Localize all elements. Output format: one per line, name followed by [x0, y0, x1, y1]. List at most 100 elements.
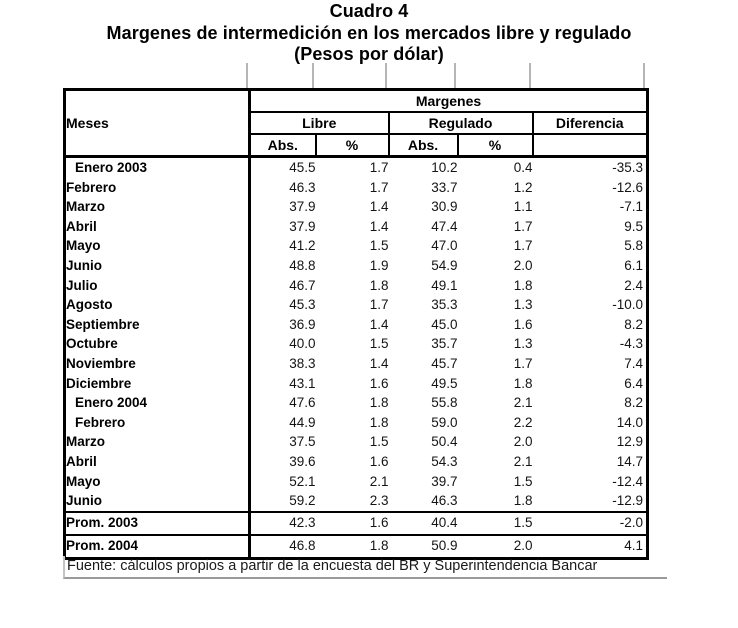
month-cell: Mayo — [64, 471, 251, 492]
libre-pct-cell: 1.6 — [369, 453, 389, 469]
table-header: Meses Margenes Libre Regulado Diferencia… — [64, 89, 648, 158]
libre-abs-cell: 41.2 — [289, 238, 316, 254]
month-cell: Julio — [64, 275, 251, 296]
diferencia-cell: 5.8 — [624, 238, 643, 254]
empty-header-cell — [532, 134, 648, 158]
table-row: Abril 37.9 1.4 47.4 1.7 9.5 — [64, 216, 648, 237]
regulado-abs-cell: 47.4 — [431, 218, 458, 234]
libre-pct-cell: 1.4 — [369, 355, 389, 371]
regulado-pct-cell: 1.2 — [513, 179, 533, 195]
diferencia-cell: 2.4 — [624, 277, 643, 293]
diferencia-cell: -12.9 — [612, 493, 643, 509]
table-row: Enero 2003 45.5 1.7 10.2 0.4 -35.3 — [64, 156, 648, 178]
month-cell: Febrero — [64, 412, 251, 433]
libre-pct-cell: 1.5 — [369, 238, 389, 254]
libre-pct-cell: 1.8 — [369, 414, 389, 430]
diferencia-cell: -12.6 — [612, 179, 643, 195]
diferencia-cell: 6.1 — [624, 258, 643, 274]
libre-pct-cell: 2.3 — [369, 493, 389, 509]
regulado-pct-cell: 2.1 — [513, 395, 533, 411]
diferencia-cell: -2.0 — [532, 510, 648, 535]
column-header-diferencia: Diferencia — [532, 112, 648, 135]
table-row: Junio 59.2 2.3 46.3 1.8 -12.9 — [64, 491, 648, 512]
diferencia-cell: -12.4 — [612, 473, 643, 489]
gridline-tick — [385, 63, 387, 88]
table-row: Abril 39.6 1.6 54.3 2.1 14.7 — [64, 451, 648, 472]
gridline-tick — [312, 63, 314, 88]
regulado-pct-cell: 1.5 — [513, 473, 533, 489]
regulado-abs-cell: 39.7 — [431, 473, 458, 489]
regulado-abs-cell: 54.9 — [431, 258, 458, 274]
libre-abs-cell: 46.3 — [289, 179, 316, 195]
month-cell: Diciembre — [64, 373, 251, 394]
table-title: Cuadro 4 Margenes de intermedición en lo… — [0, 1, 738, 66]
diferencia-cell: -35.3 — [612, 160, 643, 176]
month-cell: Marzo — [64, 432, 251, 452]
libre-pct-cell: 2.1 — [369, 473, 389, 489]
column-header-libre-abs: Abs. — [249, 134, 317, 158]
table-row: Septiembre 36.9 1.4 45.0 1.6 8.2 — [64, 314, 648, 335]
libre-pct-cell: 1.8 — [369, 277, 389, 293]
diferencia-cell: 12.9 — [616, 434, 643, 450]
table-row: Octubre 40.0 1.5 35.7 1.3 -4.3 — [64, 334, 648, 354]
diferencia-cell: 8.2 — [624, 395, 643, 411]
month-cell: Prom. 2004 — [64, 533, 251, 559]
table-row: Mayo 52.1 2.1 39.7 1.5 -12.4 — [64, 471, 648, 492]
diferencia-cell: 14.0 — [616, 414, 643, 430]
libre-pct-cell: 1.4 — [369, 199, 389, 215]
title-line-1: Cuadro 4 — [329, 1, 409, 21]
libre-pct-cell: 1.4 — [369, 316, 389, 332]
table-row: Noviembre 38.3 1.4 45.7 1.7 7.4 — [64, 353, 648, 374]
libre-abs-cell: 42.3 — [249, 510, 316, 535]
libre-pct-cell: 1.6 — [369, 375, 389, 391]
regulado-pct-cell: 1.1 — [513, 199, 533, 215]
regulado-pct-cell: 1.7 — [513, 355, 533, 371]
regulado-pct-cell: 1.7 — [513, 218, 533, 234]
regulado-abs-cell: 35.7 — [431, 336, 458, 352]
regulado-pct-cell: 2.0 — [513, 258, 533, 274]
diferencia-cell: -4.3 — [619, 336, 643, 352]
libre-abs-cell: 45.3 — [289, 297, 316, 313]
title-line-2: Margenes de intermedición en los mercado… — [106, 22, 632, 43]
regulado-abs-cell: 50.4 — [431, 434, 458, 450]
regulado-pct-cell: 1.8 — [513, 277, 533, 293]
diferencia-cell: -10.0 — [612, 297, 643, 313]
diferencia-cell: -7.1 — [619, 199, 643, 215]
regulado-abs-cell: 45.0 — [431, 316, 458, 332]
libre-pct-cell: 1.8 — [315, 533, 389, 559]
regulado-pct-cell: 2.0 — [513, 434, 533, 450]
column-header-meses: Meses — [64, 89, 251, 158]
libre-pct-cell: 1.8 — [369, 395, 389, 411]
libre-abs-cell: 43.1 — [289, 375, 316, 391]
margins-table: Meses Margenes Libre Regulado Diferencia… — [63, 88, 649, 560]
libre-abs-cell: 46.8 — [249, 533, 316, 559]
regulado-abs-cell: 10.2 — [431, 160, 458, 176]
regulado-pct-cell: 1.5 — [457, 510, 533, 535]
libre-pct-cell: 1.5 — [369, 434, 389, 450]
regulado-pct-cell: 2.1 — [513, 453, 533, 469]
regulado-pct-cell: 1.6 — [513, 316, 533, 332]
gridline-tick — [246, 63, 248, 88]
month-cell: Abril — [64, 451, 251, 472]
libre-abs-cell: 37.5 — [289, 434, 316, 450]
column-group-libre: Libre — [249, 112, 390, 135]
table-row: Julio 46.7 1.8 49.1 1.8 2.4 — [64, 275, 648, 296]
regulado-abs-cell: 30.9 — [431, 199, 458, 215]
month-cell: Mayo — [64, 236, 251, 256]
libre-pct-cell: 1.5 — [369, 336, 389, 352]
table-body: Enero 2003 45.5 1.7 10.2 0.4 -35.3 Febrero 46.3… — [64, 156, 648, 559]
libre-abs-cell: 48.8 — [289, 258, 316, 274]
month-cell: Octubre — [64, 334, 251, 354]
month-cell: Prom. 2003 — [64, 510, 251, 535]
regulado-abs-cell: 33.7 — [431, 179, 458, 195]
regulado-abs-cell: 47.0 — [431, 238, 458, 254]
regulado-abs-cell: 49.5 — [431, 375, 458, 391]
column-header-regulado-pct: % — [457, 134, 534, 158]
regulado-abs-cell: 54.3 — [431, 453, 458, 469]
month-cell: Abril — [64, 216, 251, 237]
column-header-regulado-abs: Abs. — [388, 134, 459, 158]
column-group-regulado: Regulado — [388, 112, 534, 135]
regulado-pct-cell: 1.7 — [513, 238, 533, 254]
month-cell: Enero 2004 — [64, 393, 251, 413]
